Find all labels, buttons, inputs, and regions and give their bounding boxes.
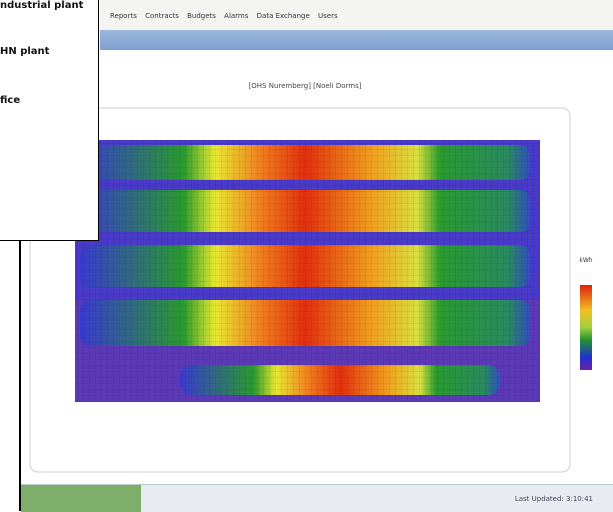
chart-title: [OHS Nuremberg] [Noeli Dorms] bbox=[249, 82, 362, 90]
menu-item[interactable]: Alarms bbox=[224, 12, 249, 20]
window-edge bbox=[19, 240, 21, 511]
menu-item[interactable]: Budgets bbox=[187, 12, 216, 20]
menu-item[interactable]: Users bbox=[318, 12, 338, 20]
overlay-item[interactable]: ndustrial plant bbox=[0, 0, 84, 11]
legend-scale bbox=[580, 285, 592, 370]
title-bar bbox=[100, 30, 613, 50]
status-bar: Last Updated: 3:10:41 bbox=[21, 484, 613, 512]
overlay-item[interactable]: HN plant bbox=[0, 46, 50, 57]
status-block bbox=[21, 485, 141, 512]
menu-item[interactable]: Contracts bbox=[145, 12, 179, 20]
heatmap-grid bbox=[75, 140, 540, 402]
overlay-menu: ndustrial plant HN plant fice bbox=[0, 0, 99, 241]
menu-item[interactable]: Reports bbox=[110, 12, 137, 20]
menu-item[interactable]: Data Exchange bbox=[256, 12, 310, 20]
menu-bar: Reports Contracts Budgets Alarms Data Ex… bbox=[100, 0, 613, 30]
overlay-item[interactable]: fice bbox=[0, 95, 21, 106]
legend-title: kWh bbox=[579, 257, 592, 264]
last-updated: Last Updated: 3:10:41 bbox=[514, 495, 593, 503]
menu-items: Reports Contracts Budgets Alarms Data Ex… bbox=[110, 12, 344, 20]
